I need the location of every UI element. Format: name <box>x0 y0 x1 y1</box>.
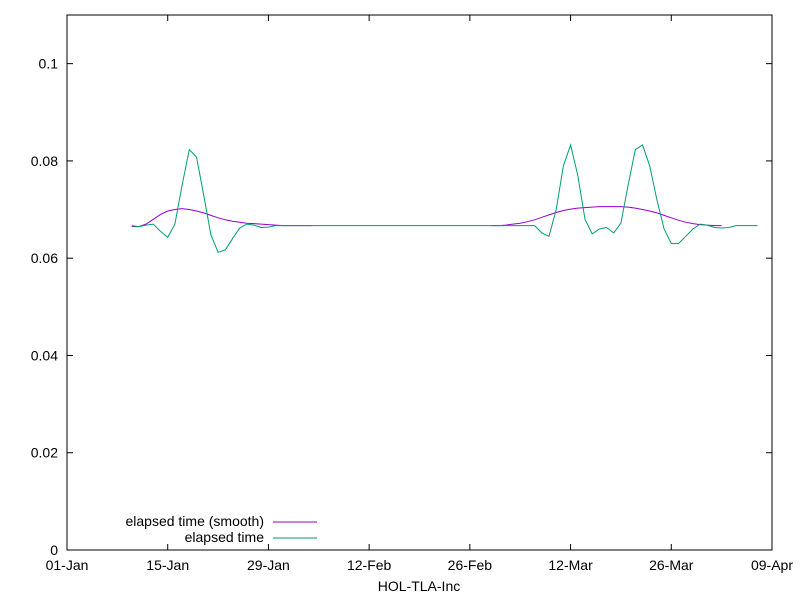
y-tick-label: 0.1 <box>39 56 59 72</box>
x-tick-label: 09-Apr <box>751 557 793 573</box>
series-line <box>131 143 758 253</box>
x-tick-label: 15-Jan <box>146 557 189 573</box>
series-line <box>131 208 312 228</box>
x-tick-label: 01-Jan <box>46 557 89 573</box>
x-axis-label: HOL-TLA-Inc <box>378 578 460 594</box>
legend: elapsed time (smooth)elapsed time <box>125 513 317 545</box>
series-line <box>491 206 722 227</box>
x-tick-label: 12-Feb <box>347 557 392 573</box>
x-tick-label: 12-Mar <box>548 557 593 573</box>
legend-label: elapsed time (smooth) <box>125 513 264 529</box>
x-axis: 01-Jan 15-Jan 29-Jan 12-Feb 26-Feb 12-Mar 26-M… <box>46 15 793 573</box>
legend-label: elapsed time <box>185 529 265 545</box>
y-tick-label: 0.08 <box>31 153 58 169</box>
x-tick-label: 26-Feb <box>448 557 493 573</box>
y-tick-label: 0 <box>50 542 58 558</box>
x-tick-label: 29-Jan <box>247 557 290 573</box>
y-axis: 0 0.02 0.04 0.06 0.08 0.1 <box>31 56 772 558</box>
x-tick-label: 26-Mar <box>649 557 694 573</box>
y-tick-label: 0.04 <box>31 347 58 363</box>
y-tick-label: 0.06 <box>31 250 58 266</box>
y-tick-label: 0.02 <box>31 445 58 461</box>
plot-frame <box>66 14 773 551</box>
series-layer <box>131 143 758 253</box>
